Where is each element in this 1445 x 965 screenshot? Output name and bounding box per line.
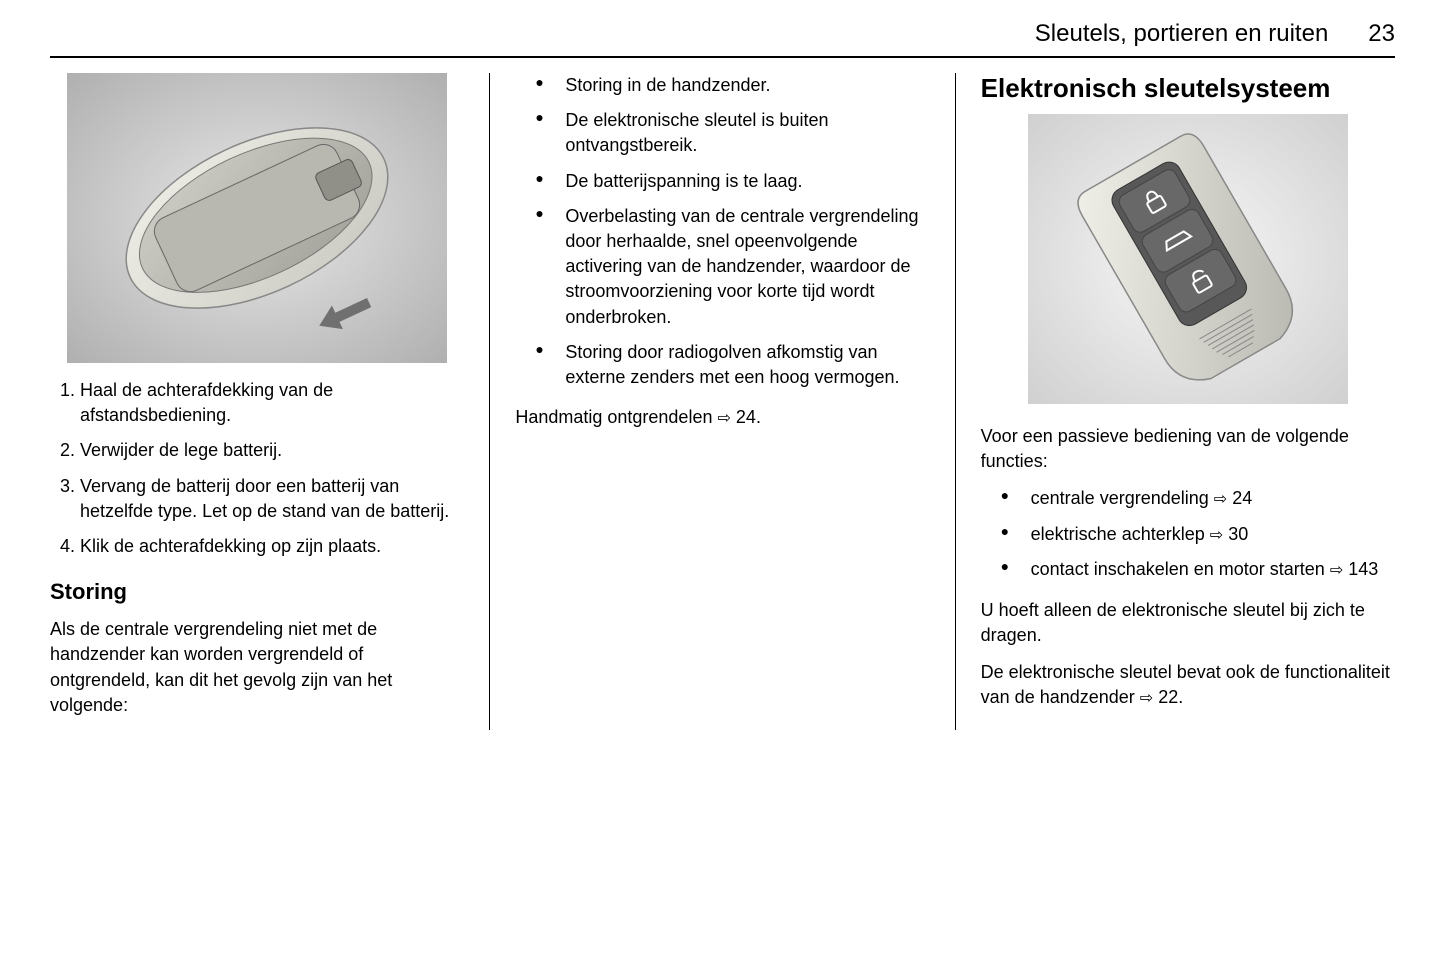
- content-columns: Haal de achterafdekking van de afstandsb…: [50, 73, 1395, 730]
- functionality-note: De elektronische sleutel bevat ook de fu…: [981, 660, 1395, 711]
- fault-item-3: De batterijspanning is te laag.: [515, 169, 929, 194]
- fault-causes-list: Storing in de handzender. De elektronisc…: [515, 73, 929, 390]
- storing-heading: Storing: [50, 579, 464, 605]
- key-fob-open-image: [67, 73, 447, 363]
- passive-intro: Voor een passieve bediening van de volge…: [981, 424, 1395, 474]
- fault-item-1: Storing in de handzender.: [515, 73, 929, 98]
- section-title: Sleutels, portieren en ruiten: [1035, 20, 1329, 48]
- reference-icon: ⇨: [1214, 489, 1227, 511]
- manual-unlock-ref: Handmatig ontgrendelen ⇨ 24.: [515, 405, 929, 430]
- function-item-2: elektrische achterklep ⇨ 30: [981, 522, 1395, 547]
- reference-icon: ⇨: [1330, 560, 1343, 582]
- reference-icon: ⇨: [717, 408, 730, 430]
- fault-item-4: Overbelasting van de centrale vergrendel…: [515, 204, 929, 330]
- storing-paragraph: Als de centrale vergrendeling niet met d…: [50, 617, 464, 718]
- step-2: Verwijder de lege batterij.: [80, 438, 464, 463]
- step-1: Haal de achterafdekking van de afstandsb…: [80, 378, 464, 428]
- function-item-1: centrale vergrendeling ⇨ 24: [981, 486, 1395, 511]
- function-item-3: contact inschakelen en motor starten ⇨ 1…: [981, 557, 1395, 582]
- reference-icon: ⇨: [1140, 688, 1153, 710]
- electronic-key-heading: Elektronisch sleutelsysteem: [981, 73, 1395, 104]
- fault-item-5: Storing door radiogolven afkomstig van e…: [515, 340, 929, 390]
- column-2: Storing in de handzender. De elektronisc…: [490, 73, 955, 730]
- step-4: Klik de achterafdekking op zijn plaats.: [80, 534, 464, 559]
- carry-key-note: U hoeft alleen de elektronische sleutel …: [981, 598, 1395, 648]
- page-number: 23: [1368, 20, 1395, 48]
- reference-icon: ⇨: [1210, 525, 1223, 547]
- fault-item-2: De elektronische sleutel is buiten ontva…: [515, 108, 929, 158]
- step-3: Vervang de batterij door een batterij va…: [80, 474, 464, 524]
- battery-replacement-steps: Haal de achterafdekking van de afstandsb…: [50, 378, 464, 559]
- column-3: Elektronisch sleutelsysteem: [956, 73, 1395, 730]
- column-1: Haal de achterafdekking van de afstandsb…: [50, 73, 490, 730]
- passive-functions-list: centrale vergrendeling ⇨ 24 elektrische …: [981, 486, 1395, 582]
- page-header: Sleutels, portieren en ruiten 23: [50, 20, 1395, 58]
- electronic-key-image: [1028, 114, 1348, 404]
